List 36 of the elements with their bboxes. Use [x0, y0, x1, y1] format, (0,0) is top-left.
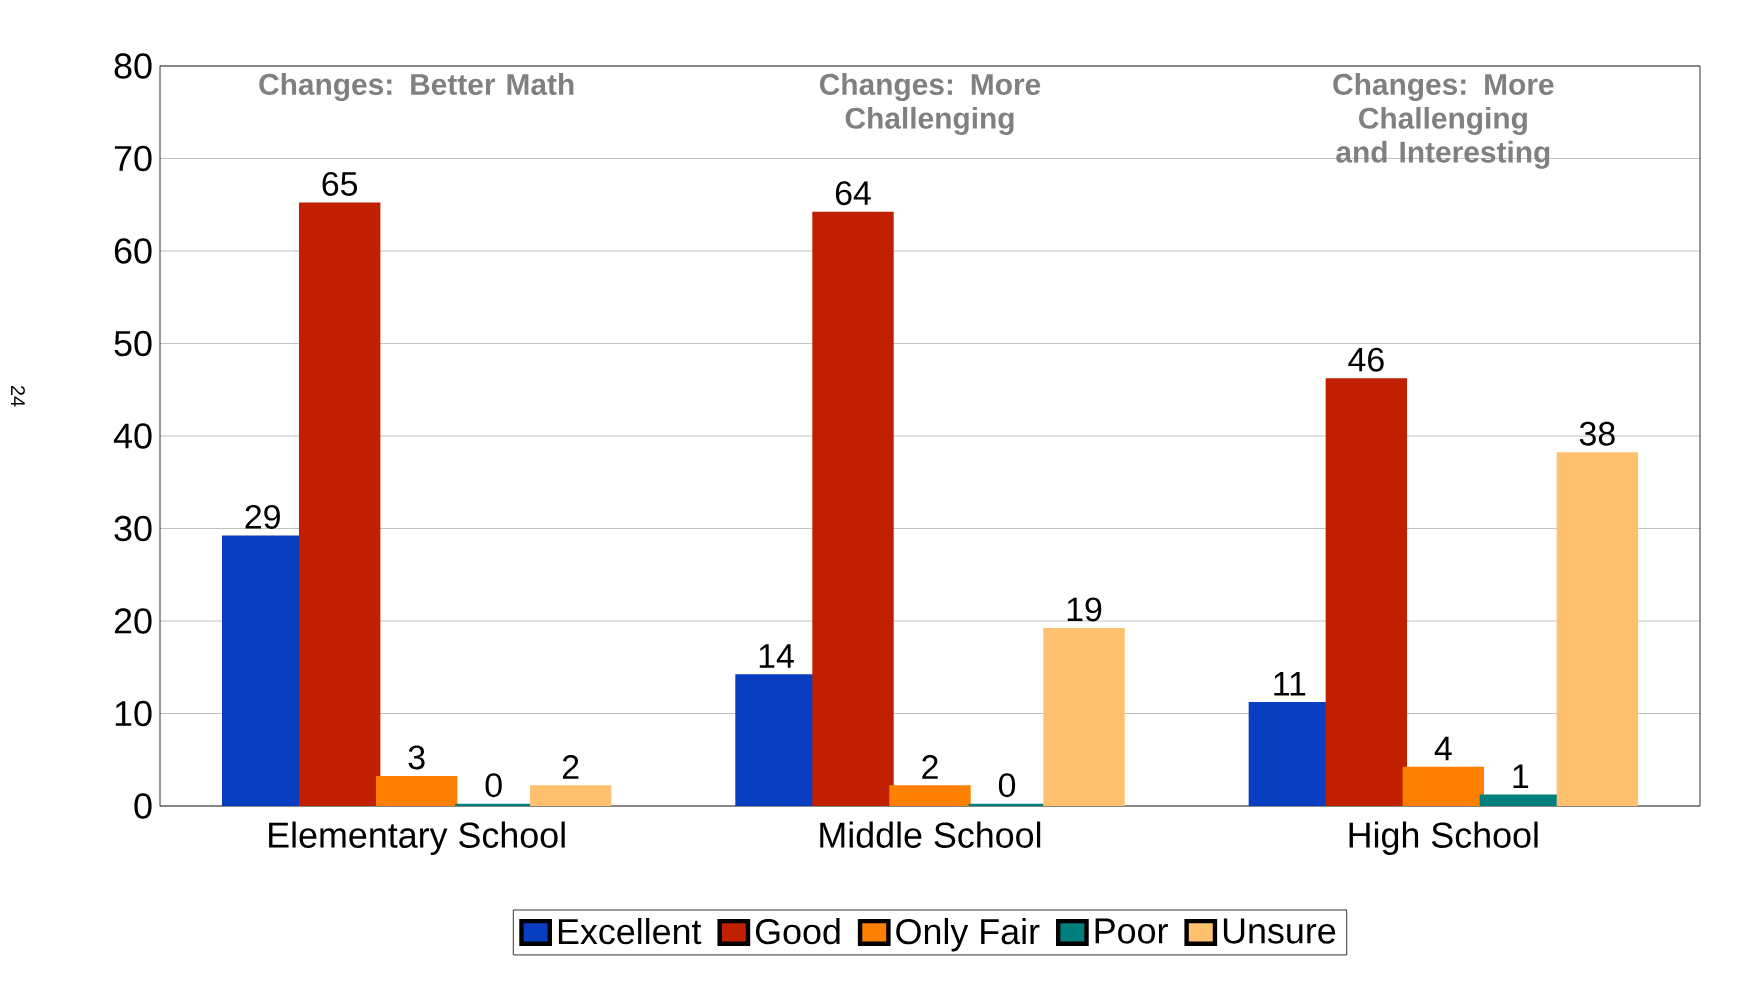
data-label: 65 — [322, 171, 358, 196]
annotation: Changes: Better Math — [259, 73, 574, 102]
legend-label: Unsure — [1223, 918, 1336, 944]
data-label: 3 — [408, 745, 425, 770]
data-label: 14 — [759, 644, 794, 668]
text: 24 — [11, 385, 25, 407]
data-label: 19 — [1067, 597, 1102, 622]
data-label: 38 — [1579, 421, 1615, 446]
y-tick-label: 0 — [134, 793, 152, 819]
annotation: Changes: More Challenging and Interesting — [1333, 73, 1554, 169]
data-label: 0 — [485, 773, 502, 798]
x-tick-label: Middle School — [820, 821, 1041, 848]
legend-label: Poor — [1095, 918, 1168, 944]
data-label: 2 — [922, 755, 938, 779]
data-label: 2 — [562, 755, 579, 779]
y-tick-label: 20 — [114, 608, 152, 634]
legend-label: Excellent — [558, 917, 702, 945]
y-tick-label: 60 — [114, 238, 152, 264]
y-tick-label: 70 — [114, 145, 152, 172]
data-label: 4 — [1434, 736, 1452, 761]
data-label: 11 — [1274, 672, 1306, 696]
data-label: 46 — [1348, 347, 1384, 372]
y-tick-label: 80 — [114, 53, 152, 79]
y-tick-label: 50 — [114, 330, 152, 357]
y-tick-label: 40 — [113, 423, 152, 449]
data-label: 64 — [835, 181, 871, 206]
legend-label: Good — [755, 917, 840, 945]
data-label: 0 — [998, 773, 1016, 798]
data-label: 1 — [1513, 764, 1529, 788]
data-label: 29 — [245, 504, 280, 529]
y-tick-label: 10 — [115, 700, 152, 727]
x-tick-label: High School — [1349, 821, 1538, 855]
x-tick-label: Elementary School — [269, 821, 565, 855]
legend-label: Only Fair — [896, 917, 1040, 952]
y-tick-label: 30 — [114, 515, 152, 542]
annotation: Changes: More Challenging — [819, 73, 1041, 135]
